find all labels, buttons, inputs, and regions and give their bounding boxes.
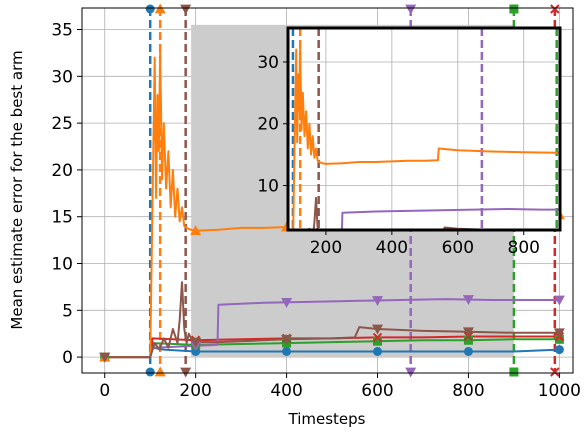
main-series-5-marker-1 — [190, 337, 202, 348]
inset-y-ticks: 10 20 30 — [257, 53, 288, 197]
main-series-5-marker-2 — [281, 334, 293, 345]
main-series-5-marker-3 — [372, 324, 384, 335]
inset-x-ticks: 200 400 600 800 — [310, 230, 540, 258]
main-series-5-marker-5 — [553, 328, 565, 339]
main-y-ticks: 0 5 10 15 20 25 30 35 — [51, 21, 82, 368]
x-axis-label: Timesteps — [288, 410, 366, 428]
main-x-tick-label-2: 400 — [270, 381, 302, 401]
vline-top-marker-0 — [145, 4, 155, 14]
inset-series-line-4 — [292, 42, 560, 230]
inset-series-line-3 — [340, 208, 560, 230]
main-y-tick-label-3: 15 — [51, 208, 73, 228]
main-series-5-marker-0 — [99, 352, 111, 363]
inset-grid — [288, 28, 560, 230]
inset-x-tick-label-3: 800 — [508, 238, 540, 258]
main-series-4-marker-1 — [190, 225, 202, 236]
main-series-0-marker-5 — [554, 345, 564, 355]
main-series-3-marker-3 — [372, 296, 384, 306]
main-y-tick-label-6: 30 — [51, 67, 73, 87]
main-series-0-marker-2 — [282, 346, 292, 356]
vline-top-marker-3 — [405, 4, 417, 15]
main-series-1-marker-4 — [463, 335, 473, 345]
main-plot-frame — [81, 7, 574, 374]
inset-y-tick-label-2: 30 — [257, 53, 279, 73]
main-y-tick-label-4: 20 — [51, 161, 73, 181]
vline-bottom-marker-1 — [154, 366, 166, 377]
main-x-tick-label-3: 600 — [361, 381, 393, 401]
main-series-3-marker-5 — [553, 295, 565, 306]
main-series-1-marker-5 — [554, 334, 564, 344]
inset-x-tick-label-0: 200 — [310, 238, 342, 258]
main-series-5-marker-4 — [462, 327, 474, 338]
vline-bottom-marker-5 — [550, 367, 560, 377]
inset-vlines — [291, 28, 558, 230]
inset-x-tick-label-1: 400 — [376, 238, 408, 258]
inset-y-tick-label-0: 10 — [257, 177, 279, 197]
main-y-tick-label-0: 0 — [62, 348, 73, 368]
vline-bottom-marker-0 — [145, 367, 155, 377]
main-series-0-marker-3 — [373, 346, 383, 356]
main-x-tick-label-1: 200 — [179, 381, 211, 401]
vline-top-marker-2 — [180, 4, 192, 15]
main-y-tick-label-5: 25 — [51, 114, 73, 134]
vline-top-marker-5 — [550, 4, 560, 14]
vline-top-marker-4 — [509, 4, 519, 14]
inset-y-tick-label-1: 20 — [257, 115, 279, 135]
main-series-2-marker-3 — [372, 332, 383, 343]
inset-background — [288, 28, 560, 230]
main-x-tick-label-5: 1000 — [538, 381, 581, 401]
inset-frame — [286, 26, 562, 232]
main-x-ticks: 0 200 400 600 800 1000 — [99, 373, 581, 401]
main-y-tick-label-7: 35 — [51, 21, 73, 41]
y-axis-label: Mean estimate error for the best arm — [8, 50, 26, 329]
main-y-tick-label-2: 10 — [51, 255, 73, 275]
main-series-0-marker-4 — [463, 346, 473, 356]
main-series-3-marker-2 — [281, 297, 293, 308]
main-x-tick-label-0: 0 — [99, 381, 110, 401]
main-series-3-marker-4 — [462, 295, 474, 306]
inset-x-tick-label-2: 600 — [442, 238, 474, 258]
main-y-tick-label-1: 5 — [62, 301, 73, 321]
main-x-tick-label-4: 800 — [452, 381, 484, 401]
vline-bottom-marker-4 — [509, 367, 519, 377]
main-series-1-marker-3 — [373, 336, 383, 346]
